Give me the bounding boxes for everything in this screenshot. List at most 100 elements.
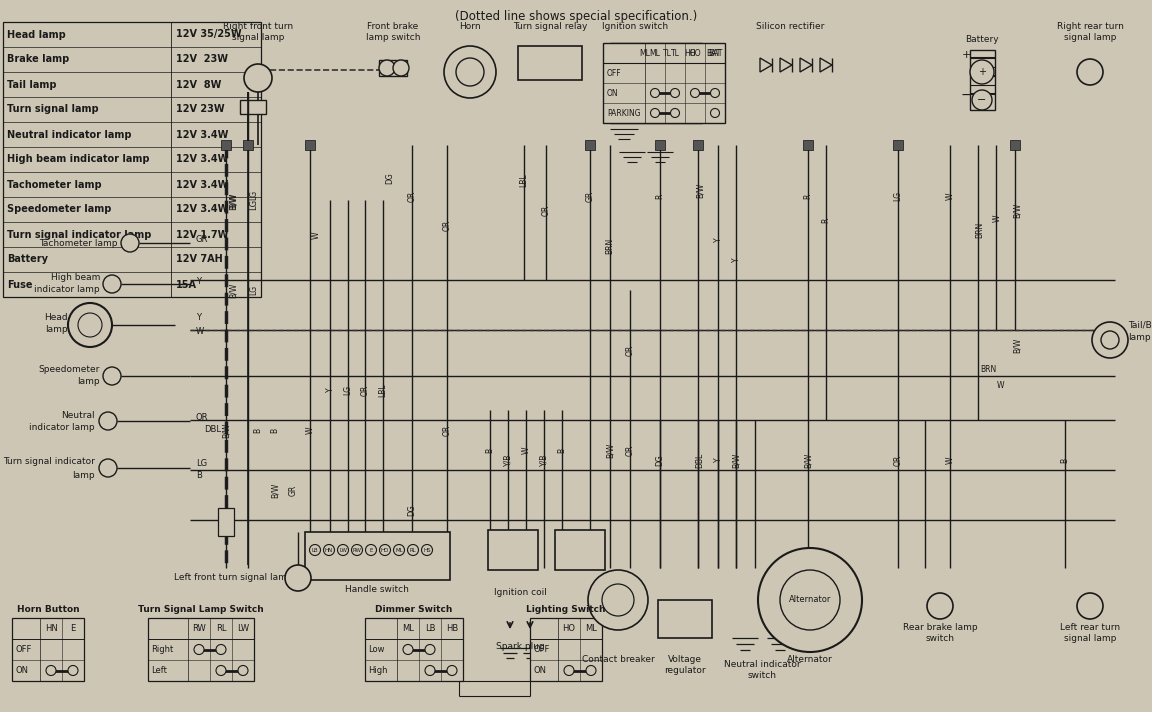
Circle shape xyxy=(651,108,659,117)
Text: Right front turn: Right front turn xyxy=(223,22,293,31)
Text: B/W: B/W xyxy=(732,452,741,468)
Text: LG: LG xyxy=(250,199,258,210)
Text: BRN: BRN xyxy=(606,238,614,254)
Text: OR: OR xyxy=(626,444,635,456)
Text: Battery: Battery xyxy=(965,36,999,44)
Circle shape xyxy=(379,545,391,555)
Bar xyxy=(240,100,266,114)
Text: RL: RL xyxy=(410,548,416,553)
Circle shape xyxy=(99,412,118,430)
Circle shape xyxy=(564,666,574,676)
Text: Head lamp: Head lamp xyxy=(7,29,66,39)
Text: Head: Head xyxy=(45,313,68,323)
Text: B: B xyxy=(196,471,202,481)
Text: W: W xyxy=(522,446,531,454)
Text: switch: switch xyxy=(748,671,776,680)
Text: LG: LG xyxy=(250,190,258,200)
Text: W: W xyxy=(196,328,204,337)
Text: E: E xyxy=(370,548,373,553)
Text: R: R xyxy=(655,194,665,199)
Circle shape xyxy=(324,545,334,555)
Polygon shape xyxy=(820,58,832,72)
Text: Handle switch: Handle switch xyxy=(346,585,409,594)
Text: HO: HO xyxy=(381,548,389,553)
Text: 12V 7AH: 12V 7AH xyxy=(176,254,222,264)
Text: B/W: B/W xyxy=(228,192,237,208)
Bar xyxy=(221,140,232,150)
Bar xyxy=(518,46,582,80)
Text: High beam: High beam xyxy=(51,273,100,283)
Circle shape xyxy=(194,644,204,654)
Text: HO: HO xyxy=(689,48,700,58)
Bar xyxy=(365,618,463,681)
Bar xyxy=(1010,140,1020,150)
Text: switch: switch xyxy=(925,634,955,643)
Text: B: B xyxy=(485,447,494,453)
Text: B/W: B/W xyxy=(271,482,280,498)
Text: BAT: BAT xyxy=(707,48,722,58)
Text: 12V 3.4W: 12V 3.4W xyxy=(176,155,228,164)
Text: DG: DG xyxy=(386,172,394,184)
Text: OR: OR xyxy=(408,190,417,201)
Circle shape xyxy=(310,545,320,555)
Text: LB: LB xyxy=(425,624,435,633)
Text: Turn signal indicator lamp: Turn signal indicator lamp xyxy=(7,229,151,239)
Circle shape xyxy=(121,234,139,252)
Text: 12V  23W: 12V 23W xyxy=(176,55,228,65)
Text: W: W xyxy=(305,426,314,434)
Text: Left rear turn: Left rear turn xyxy=(1060,623,1120,632)
Text: +: + xyxy=(961,50,971,60)
Text: DBL: DBL xyxy=(204,426,221,434)
Text: W: W xyxy=(311,231,320,239)
Text: 12V  8W: 12V 8W xyxy=(176,80,221,90)
Text: 12V 1.7W: 12V 1.7W xyxy=(176,229,228,239)
Bar xyxy=(655,140,665,150)
Text: BAT: BAT xyxy=(706,48,721,58)
Polygon shape xyxy=(780,58,793,72)
Circle shape xyxy=(103,275,121,293)
Circle shape xyxy=(393,60,409,76)
Text: W: W xyxy=(946,192,955,200)
Text: 15A: 15A xyxy=(176,280,197,290)
Bar xyxy=(147,618,253,681)
Text: High beam indicator lamp: High beam indicator lamp xyxy=(7,155,150,164)
Text: +: + xyxy=(978,67,986,77)
Text: Neutral: Neutral xyxy=(61,411,94,419)
Text: Left: Left xyxy=(151,666,167,675)
Text: LG: LG xyxy=(196,459,207,468)
Circle shape xyxy=(1077,59,1102,85)
Text: B: B xyxy=(558,447,567,453)
Text: Tachometer lamp: Tachometer lamp xyxy=(7,179,101,189)
Circle shape xyxy=(425,666,435,676)
Circle shape xyxy=(68,666,78,676)
Text: RW: RW xyxy=(353,548,362,553)
Text: Left front turn signal lamp: Left front turn signal lamp xyxy=(174,573,293,582)
Text: Tail/Brake: Tail/Brake xyxy=(1128,320,1152,330)
Text: OR: OR xyxy=(361,384,370,396)
Text: B/W: B/W xyxy=(1013,202,1022,218)
Text: Y/B: Y/B xyxy=(539,454,548,466)
Text: Speedometer: Speedometer xyxy=(39,365,100,375)
Text: regulator: regulator xyxy=(665,666,706,675)
Text: Y: Y xyxy=(196,276,200,286)
Text: HB: HB xyxy=(446,624,458,633)
Text: Speedometer lamp: Speedometer lamp xyxy=(7,204,112,214)
Circle shape xyxy=(972,90,992,110)
Bar xyxy=(530,618,602,681)
Circle shape xyxy=(1092,322,1128,358)
Text: OR: OR xyxy=(626,345,635,355)
Text: Horn: Horn xyxy=(460,22,480,31)
Circle shape xyxy=(588,570,647,630)
Bar xyxy=(555,530,605,570)
Text: ON: ON xyxy=(15,666,28,675)
Circle shape xyxy=(758,548,862,652)
Circle shape xyxy=(711,108,720,117)
Text: B/W: B/W xyxy=(1013,337,1022,352)
Text: ML: ML xyxy=(650,48,660,58)
Polygon shape xyxy=(799,58,812,72)
Text: lamp: lamp xyxy=(1128,333,1151,342)
Text: OFF: OFF xyxy=(533,645,550,654)
Bar xyxy=(3,22,262,297)
Circle shape xyxy=(365,545,377,555)
Text: B/W: B/W xyxy=(606,442,614,458)
